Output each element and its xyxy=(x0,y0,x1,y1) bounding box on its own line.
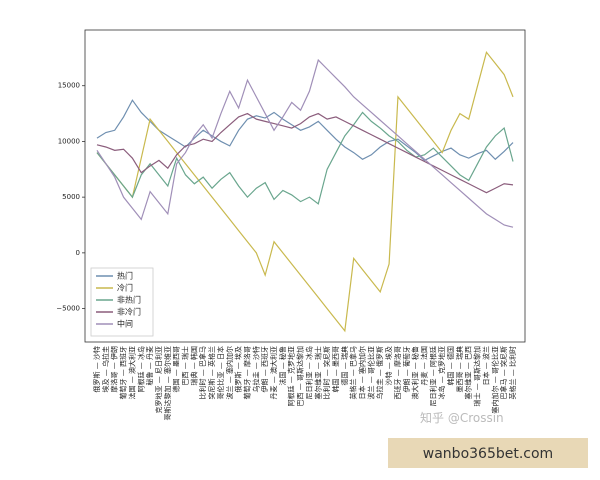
x-tick-label: 比利时 — 巴拿马 xyxy=(198,346,207,399)
legend-label: 热门 xyxy=(117,271,133,281)
line xyxy=(96,112,514,194)
x-tick-label: 葡萄牙 — 西班牙 xyxy=(119,346,128,399)
x-tick-label: 德国 — 墨西哥 xyxy=(172,346,181,392)
y-tick-label: −5000 xyxy=(56,305,80,313)
x-tick-label: 澳大利亚 — 秘鲁 xyxy=(411,346,420,399)
x-tick-label: 墨西哥 — 瑞典 xyxy=(455,346,464,392)
x-tick-label: 丹麦 — 法国 xyxy=(419,346,428,385)
line xyxy=(96,111,514,205)
legend-label: 非热门 xyxy=(117,295,141,305)
y-tick-label: 0 xyxy=(76,249,80,257)
y-tick-label: 5000 xyxy=(62,193,80,201)
x-tick-label: 塞尔维亚 — 巴西 xyxy=(464,346,473,399)
x-tick-label: 巴西 — 瑞士 xyxy=(181,346,190,385)
x-tick-label: 沙特 — 埃及 xyxy=(384,346,393,385)
x-tick-label: 尼日利亚 — 阿根廷 xyxy=(428,346,437,406)
x-tick-label: 韩国 — 德国 xyxy=(446,346,455,385)
x-tick-label: 巴拿马 — 突尼斯 xyxy=(499,346,508,399)
line xyxy=(96,58,514,228)
x-tick-label: 比利时 — 突尼斯 xyxy=(322,346,331,399)
x-tick-label: 伊朗 — 西班牙 xyxy=(260,346,269,392)
x-tick-label: 德国 — 瑞典 xyxy=(340,346,349,385)
x-tick-label: 冰岛 — 克罗地亚 xyxy=(437,346,446,399)
x-tick-label: 塞尔维亚 — 瑞士 xyxy=(313,346,322,399)
banner-text: wanbo365bet.com xyxy=(423,446,553,462)
x-tick-label: 日本 — 波兰 xyxy=(481,346,490,385)
x-tick-label: 阿根廷 — 冰岛 xyxy=(136,346,145,392)
x-tick-label: 伊朗 — 葡萄牙 xyxy=(402,346,411,392)
watermark: 知乎 @Crossin xyxy=(420,411,504,425)
x-tick-label: 突尼斯 — 英格兰 xyxy=(207,346,216,399)
x-tick-label: 日本 — 塞内加尔 xyxy=(358,346,367,399)
plot-frame xyxy=(84,29,526,343)
x-tick-label: 法国 — 澳大利亚 xyxy=(127,346,136,399)
line xyxy=(96,99,514,162)
x-tick-label: 俄罗斯 — 埃及 xyxy=(234,346,243,392)
x-tick-label: 秘鲁 — 丹麦 xyxy=(145,346,154,385)
x-tick-label: 巴西 — 哥斯达黎加 xyxy=(296,346,305,406)
x-tick-label: 波兰 — 塞内加尔 xyxy=(225,346,234,399)
x-tick-label: 丹麦 — 澳大利亚 xyxy=(269,346,278,399)
x-tick-label: 葡萄牙 — 摩洛哥 xyxy=(242,346,251,399)
x-tick-label: 哥伦比亚 — 日本 xyxy=(216,346,225,399)
x-tick-label: 瑞典 — 韩国 xyxy=(189,346,198,385)
x-tick-label: 瑞士 — 哥斯达黎加 xyxy=(473,346,482,406)
x-tick-label: 克罗地亚 — 尼日利亚 xyxy=(154,346,163,413)
x-tick-label: 韩国 — 墨西哥 xyxy=(331,346,340,392)
x-tick-label: 俄罗斯 — 沙特 xyxy=(92,346,101,392)
x-tick-label: 阿根廷 — 克罗地亚 xyxy=(287,346,296,406)
x-tick-label: 乌拉圭 — 沙特 xyxy=(251,346,260,392)
x-tick-label: 塞内加尔 — 哥伦比亚 xyxy=(490,346,499,413)
x-tick-label: 摩洛哥 — 伊朗 xyxy=(110,346,119,392)
legend-label: 冷门 xyxy=(117,283,133,293)
legend-label: 中间 xyxy=(117,319,133,329)
x-tick-label: 埃及 — 乌拉圭 xyxy=(101,346,110,392)
line xyxy=(96,50,514,333)
x-tick-label: 英格兰 — 巴拿马 xyxy=(349,346,358,399)
x-tick-label: 英格兰 — 比利时 xyxy=(508,346,517,399)
y-tick-label: 15000 xyxy=(58,82,80,90)
x-tick-label: 尼日利亚 — 冰岛 xyxy=(304,346,313,399)
y-tick-label: 10000 xyxy=(58,137,80,145)
x-tick-label: 波兰 — 哥伦比亚 xyxy=(366,346,375,399)
x-tick-label: 乌拉圭 — 俄罗斯 xyxy=(375,346,384,399)
x-tick-label: 哥斯达黎加 — 塞尔维亚 xyxy=(163,346,172,420)
x-tick-label: 西班牙 — 摩洛哥 xyxy=(393,346,402,399)
banner xyxy=(388,438,588,468)
legend-label: 非冷门 xyxy=(117,307,141,317)
x-tick-label: 法国 — 秘鲁 xyxy=(278,346,287,385)
